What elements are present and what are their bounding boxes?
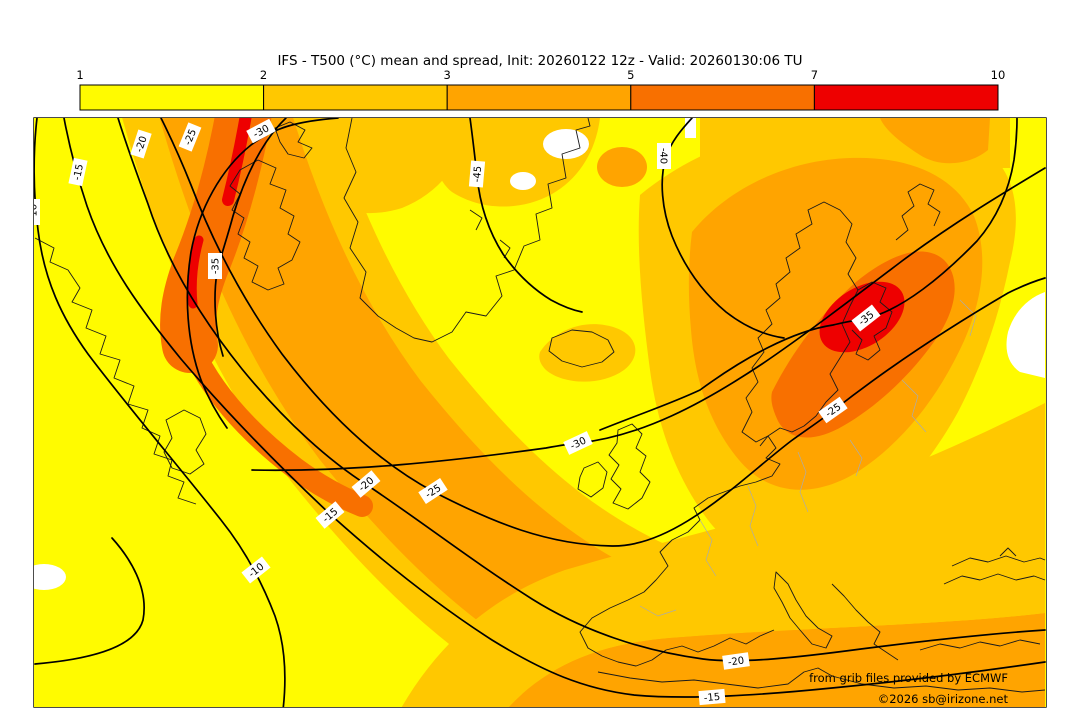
contour-label: -10 [29, 199, 40, 225]
contour-label: -20 [130, 129, 152, 159]
contour-label-box [246, 118, 276, 144]
contour-label: -20 [722, 652, 750, 670]
colorbar-tick-label: 7 [811, 68, 818, 82]
contour-label-text: -10 [29, 204, 40, 220]
contour-label-text: -20 [727, 655, 745, 668]
contour-label: -25 [178, 122, 202, 152]
colorbar-tick-label: 1 [76, 68, 83, 82]
coast-baffin [229, 159, 301, 291]
contour-label-box [68, 157, 88, 187]
contour-label: -15 [68, 157, 88, 187]
colorbar-tick-label: 2 [260, 68, 267, 82]
contour-label-box [208, 253, 222, 279]
coast-newfoundland [163, 409, 207, 475]
contour-label-box [722, 652, 750, 670]
contour-minus30-east [251, 167, 1046, 472]
colorbar-tick-label: 10 [991, 68, 1006, 82]
coast-italy [773, 571, 833, 649]
clipped-label-box [685, 118, 696, 138]
contour-label-box [851, 304, 881, 332]
contour-label-box [468, 160, 486, 188]
colorbar-tick-label: 3 [444, 68, 451, 82]
contour-label-box [657, 143, 671, 169]
coast-great-britain [608, 423, 651, 510]
contour-label-box [178, 122, 202, 152]
coast-greenland-fjords [469, 209, 511, 259]
coast-turkey [919, 639, 1041, 651]
colorbar-segment [79, 84, 265, 111]
colorbar-segment [630, 84, 815, 111]
colorbar-segment [446, 84, 632, 111]
coast-black-sea [943, 547, 1046, 585]
colorbar-segment [263, 84, 448, 111]
map-body: -10-15-20 -25 -30-35-45-40-35-25-30-25-20-… [29, 118, 1046, 707]
coast-scandinavia [741, 201, 859, 443]
contour-minus25 [160, 118, 1046, 547]
contour-label: -30 [563, 431, 593, 455]
spread-shading [34, 118, 1045, 707]
contour-label-box [241, 556, 271, 584]
coast-north-africa [597, 667, 1046, 693]
contour-label-text: -15 [72, 163, 86, 181]
contour-label-box [818, 396, 848, 424]
contour-minus15 [63, 118, 1046, 698]
coast-iceland [548, 329, 615, 368]
contour-label: -15 [698, 688, 726, 706]
contour-label-text: -35 [211, 258, 222, 274]
contour-label-box [418, 478, 448, 504]
coast-greenland [343, 118, 591, 343]
contour-label-text: -15 [703, 692, 720, 704]
contour-minus35-west [214, 118, 287, 357]
coast-balkans [831, 583, 899, 661]
credit-provider: from grib files provided by ECMWF [809, 671, 1008, 685]
contour-minus20 [117, 118, 1046, 662]
contour-label-box [698, 688, 726, 706]
contour-label-text: -40 [658, 148, 669, 164]
contour-label-box [34, 199, 40, 225]
contour-label: -35 [208, 253, 222, 279]
coast-ireland [577, 461, 608, 498]
colorbar-segment [813, 84, 999, 111]
contour-label-box [351, 470, 381, 498]
credit-copyright: ©2026 sb@irizone.net [878, 692, 1009, 706]
contour-label-text: -20 [134, 135, 150, 154]
contour-label-box [130, 129, 152, 159]
contour-label-box [315, 501, 345, 529]
coast-europe-west [579, 435, 781, 667]
contour-label: -45 [468, 160, 486, 188]
country-borders [639, 299, 977, 617]
contour-label: -40 [657, 143, 671, 169]
coast-baltic [851, 281, 893, 361]
contour-label-box [563, 431, 593, 455]
contour-label-text: -45 [472, 165, 484, 182]
page-title: IFS - T500 (°C) mean and spread, Init: 2… [277, 53, 802, 69]
contour-minus5 [34, 537, 145, 665]
colorbar-tick-label: 5 [627, 68, 634, 82]
colorbar: 1 2 3 5 7 10 [76, 68, 1006, 111]
coast-white-sea [895, 183, 941, 241]
